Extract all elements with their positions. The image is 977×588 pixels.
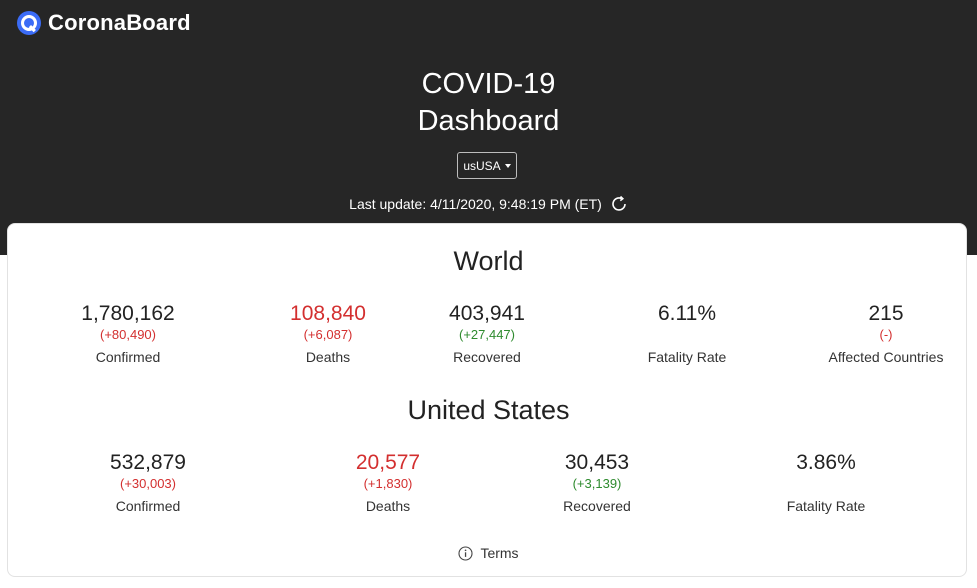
us-confirmed-value: 532,879	[110, 451, 186, 474]
us-fatality-value: 3.86%	[796, 451, 856, 474]
us-deaths-label: Deaths	[365, 498, 411, 514]
country-select-dropdown[interactable]: usUSA	[457, 152, 517, 179]
caret-down-icon	[504, 163, 511, 168]
us-confirmed-stat: 532,879 (+30,003) Confirmed	[68, 451, 228, 517]
world-countries-delta: (-)	[879, 327, 893, 342]
us-confirmed-delta: (+30,003)	[119, 476, 176, 491]
world-confirmed-stat: 1,780,162 (+80,490) Confirmed	[48, 302, 208, 368]
us-deaths-stat: 20,577 (+1,830) Deaths	[308, 451, 468, 517]
us-recovered-value: 30,453	[564, 451, 630, 474]
us-confirmed-label: Confirmed	[115, 498, 181, 514]
brand-name: CoronaBoard	[48, 10, 191, 35]
world-deaths-label: Deaths	[305, 349, 351, 365]
page-title: COVID-19 Dashboard	[0, 66, 977, 140]
terms-link[interactable]: Terms	[0, 545, 977, 561]
info-icon	[458, 545, 473, 561]
us-fatality-label: Fatality Rate	[786, 498, 866, 514]
world-confirmed-delta: (+80,490)	[99, 327, 156, 342]
world-confirmed-label: Confirmed	[95, 349, 161, 365]
world-countries-stat: 215 (-) Affected Countries	[806, 302, 966, 368]
world-fatality-label: Fatality Rate	[647, 349, 727, 365]
world-deaths-delta: (+6,087)	[303, 327, 353, 342]
us-recovered-label: Recovered	[563, 498, 631, 514]
world-confirmed-value: 1,780,162	[81, 302, 175, 325]
refresh-icon[interactable]	[610, 195, 628, 213]
world-recovered-stat: 403,941 (+27,447) Recovered	[407, 302, 567, 368]
stats-card	[7, 223, 967, 577]
us-fatality-stat: 3.86% Fatality Rate	[746, 451, 906, 517]
world-fatality-stat: 6.11% Fatality Rate	[607, 302, 767, 368]
us-deaths-value: 20,577	[355, 451, 421, 474]
us-recovered-delta: (+3,139)	[572, 476, 622, 491]
world-section-title: World	[453, 246, 524, 276]
us-deaths-delta: (+1,830)	[363, 476, 413, 491]
last-update-text: Last update: 4/11/2020, 9:48:19 PM (ET)	[349, 196, 602, 212]
terms-label: Terms	[480, 545, 519, 561]
brand-logo-link[interactable]: CoronaBoard	[16, 9, 191, 37]
world-deaths-value: 108,840	[290, 302, 366, 325]
us-section-title: United States	[407, 395, 570, 425]
world-recovered-label: Recovered	[453, 349, 521, 365]
coronaboard-logo-icon	[17, 11, 41, 35]
last-update: Last update: 4/11/2020, 9:48:19 PM (ET)	[0, 195, 977, 213]
world-countries-value: 215	[868, 302, 904, 325]
world-recovered-value: 403,941	[449, 302, 525, 325]
world-countries-label: Affected Countries	[828, 349, 944, 365]
header-band	[0, 0, 977, 255]
page-title-line1: COVID-19	[421, 68, 556, 100]
world-fatality-value: 6.11%	[658, 302, 716, 325]
country-select-value: usUSA	[463, 158, 501, 173]
world-deaths-stat: 108,840 (+6,087) Deaths	[248, 302, 408, 368]
world-recovered-delta: (+27,447)	[458, 327, 515, 342]
us-recovered-stat: 30,453 (+3,139) Recovered	[517, 451, 677, 517]
page-title-line2: Dashboard	[417, 105, 560, 137]
